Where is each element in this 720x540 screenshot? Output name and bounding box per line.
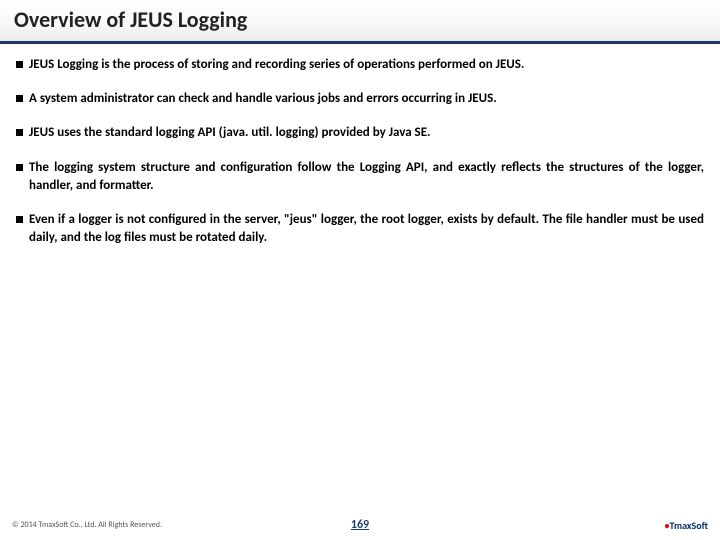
brand-logo-text: TmaxSoft [670,519,708,532]
bullet-icon [16,61,23,68]
list-item: JEUS Logging is the process of storing a… [16,56,704,74]
list-item: A system administrator can check and han… [16,90,704,108]
bullet-text: Even if a logger is not configured in th… [29,211,704,247]
brand-logo: •TmaxSoft [476,519,708,532]
page-number: 169 [351,518,369,532]
bullet-icon [16,95,23,102]
footer: © 2014 TmaxSoft Co., Ltd. All Rights Res… [0,516,720,534]
page-title: Overview of JEUS Logging [14,6,706,33]
slide: Overview of JEUS Logging JEUS Logging is… [0,0,720,540]
copyright-text: © 2014 TmaxSoft Co., Ltd. All Rights Res… [12,520,244,530]
list-item: The logging system structure and configu… [16,159,704,195]
bullet-icon [16,216,23,223]
bullet-icon [16,129,23,136]
list-item: JEUS uses the standard logging API (java… [16,124,704,142]
title-bar: Overview of JEUS Logging [0,0,720,44]
content-area: JEUS Logging is the process of storing a… [0,44,720,247]
bullet-text: The logging system structure and configu… [29,159,704,195]
bullet-icon [16,164,23,171]
list-item: Even if a logger is not configured in th… [16,211,704,247]
bullet-text: JEUS uses the standard logging API (java… [29,124,704,142]
page-number-wrap: 169 [244,518,476,532]
bullet-text: A system administrator can check and han… [29,90,704,108]
bullet-text: JEUS Logging is the process of storing a… [29,56,704,74]
